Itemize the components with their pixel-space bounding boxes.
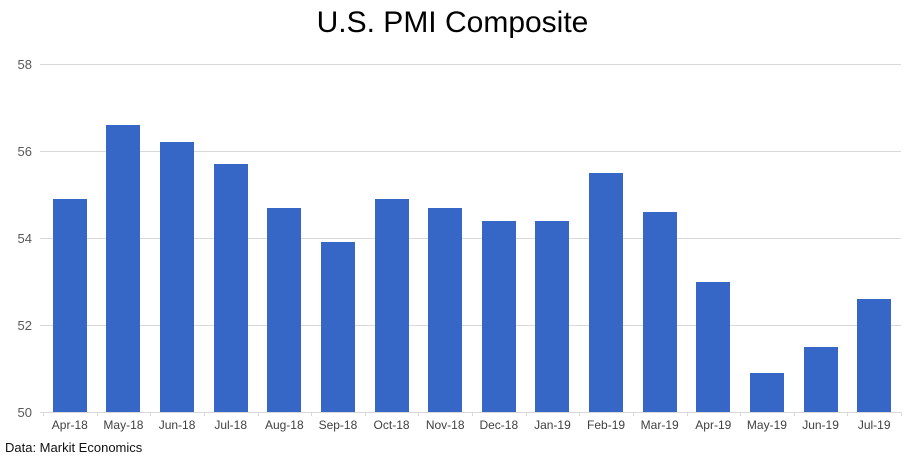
x-axis-tick-mark — [632, 412, 634, 416]
x-axis-tick-mark — [901, 412, 902, 416]
bar-May-19 — [749, 372, 784, 412]
y-axis-tick-label: 50 — [17, 405, 32, 420]
x-axis-tick-mark — [96, 412, 98, 416]
gridline-54 — [40, 238, 901, 239]
gridline-50 — [40, 412, 901, 413]
y-axis-tick-label: 58 — [17, 57, 32, 72]
x-axis-tick-label: Jul-18 — [214, 418, 248, 432]
bar-Jun-19 — [803, 346, 838, 412]
x-axis-tick-mark — [150, 412, 152, 416]
bar-Dec-18 — [481, 220, 516, 412]
x-axis-tick-label: Apr-19 — [695, 418, 732, 432]
bar-Aug-18 — [267, 207, 302, 412]
x-axis-tick-label: Jun-18 — [158, 418, 196, 432]
bar-Sep-18 — [320, 242, 355, 412]
x-axis-tick-label: Jul-19 — [857, 418, 891, 432]
bar-Jul-18 — [213, 164, 248, 412]
y-axis-tick-label: 54 — [17, 231, 32, 246]
bar-Nov-18 — [428, 207, 463, 412]
x-axis-tick-mark — [793, 412, 795, 416]
x-axis-tick-label: Dec-18 — [479, 418, 519, 432]
y-axis-tick-label: 52 — [17, 318, 32, 333]
x-axis-tick-label: Oct-18 — [373, 418, 410, 432]
x-axis-tick-mark — [43, 412, 44, 416]
gridline-58 — [40, 64, 901, 65]
x-axis-tick-mark — [203, 412, 205, 416]
x-axis-tick-label: May-19 — [746, 418, 787, 432]
chart-title: U.S. PMI Composite — [316, 6, 589, 39]
x-axis-tick-label: Aug-18 — [264, 418, 304, 432]
x-axis-tick-mark — [311, 412, 313, 416]
bar-Oct-18 — [374, 198, 409, 412]
x-axis-tick-label: Sep-18 — [318, 418, 358, 432]
bar-May-18 — [106, 124, 141, 412]
x-axis-tick-label: May-18 — [103, 418, 144, 432]
x-axis-tick-mark — [364, 412, 366, 416]
x-axis-tick-label: Apr-18 — [51, 418, 88, 432]
gridline-56 — [40, 151, 901, 152]
x-axis-tick-mark — [257, 412, 259, 416]
x-axis-tick-label: Mar-19 — [640, 418, 679, 432]
x-axis-tick-label: Jan-19 — [534, 418, 571, 432]
bar-Apr-19 — [696, 281, 731, 412]
x-axis-tick-mark — [525, 412, 527, 416]
bar-Apr-18 — [52, 198, 87, 412]
y-axis-tick-label: 56 — [17, 144, 32, 159]
x-axis-tick-label: Feb-19 — [587, 418, 626, 432]
bar-Feb-19 — [589, 172, 624, 412]
bar-Jun-18 — [160, 142, 195, 412]
bar-Jan-19 — [535, 220, 570, 412]
x-axis-tick-mark — [418, 412, 420, 416]
bar-Jul-19 — [857, 298, 892, 412]
x-axis-tick-mark — [740, 412, 742, 416]
x-axis-tick-label: Jun-19 — [802, 418, 839, 432]
x-axis-tick-mark — [472, 412, 473, 416]
data-source-label: Data: Markit Economics — [5, 440, 143, 455]
gridline-52 — [40, 325, 901, 326]
x-axis-tick-label: Nov-18 — [425, 418, 465, 432]
bar-Mar-19 — [642, 211, 677, 412]
x-axis-tick-mark — [686, 412, 688, 416]
x-axis-tick-mark — [847, 412, 849, 416]
x-axis-tick-mark — [579, 412, 581, 416]
